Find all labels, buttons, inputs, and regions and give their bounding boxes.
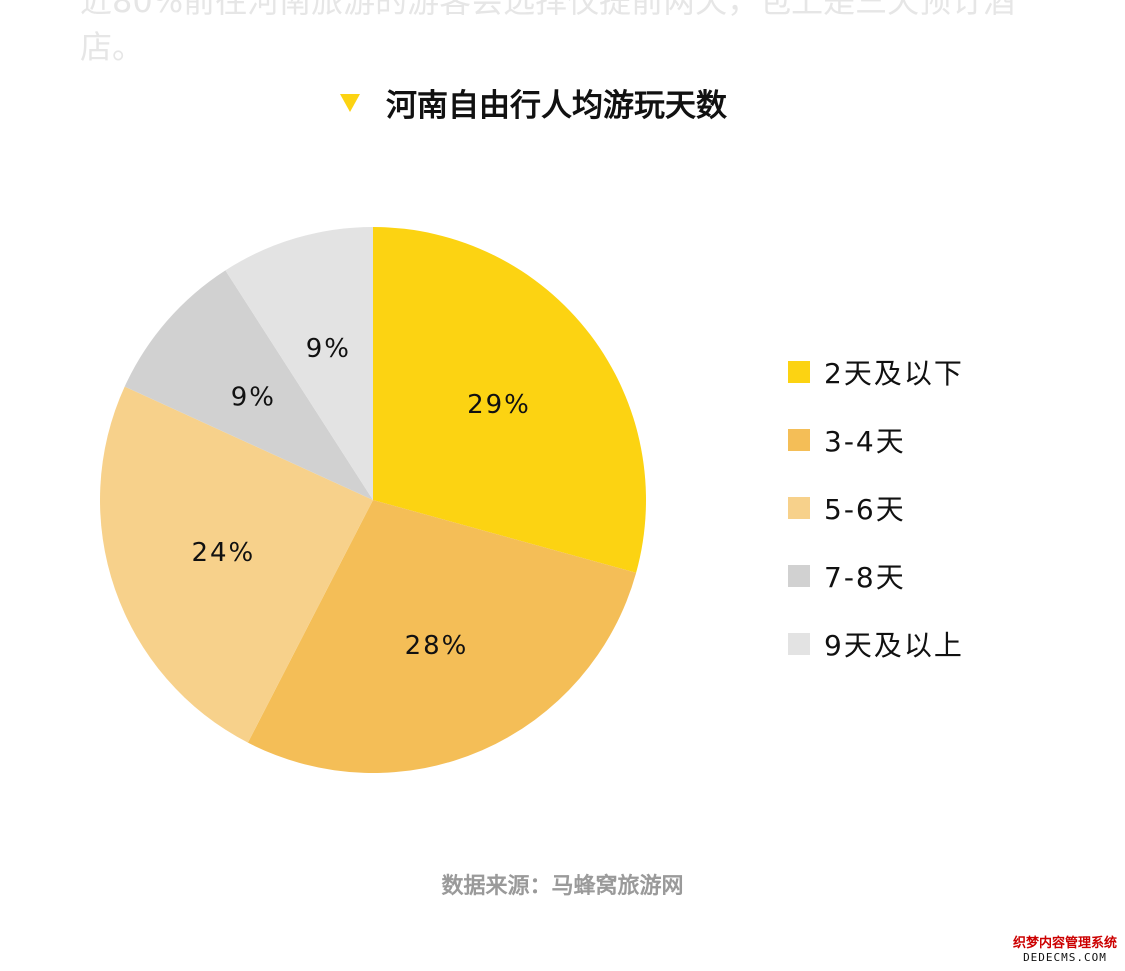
legend-label: 7-8天 [824,561,906,594]
chart-title-row: 河南自由行人均游玩天数 [338,82,727,124]
slice-value-label-5: 9% [306,334,351,364]
pie-slice-5 [225,227,373,500]
slice-value-label-1: 29% [467,390,531,420]
legend-swatch [788,497,810,519]
legend-item-4: 7-8天 [788,542,964,610]
watermark: 织梦内容管理系统 DEDECMS.COM [1013,937,1117,965]
legend-label: 5-6天 [824,493,906,526]
legend-item-2: 3-4天 [788,406,964,474]
legend-item-3: 5-6天 [788,474,964,542]
legend-item-5: 9天及以上 [788,610,964,678]
slice-value-label-3: 24% [191,538,255,568]
legend-label: 9天及以上 [824,629,964,662]
triangle-marker-icon [340,94,360,112]
pie-slice-4 [124,270,373,500]
pie-slice-3 [99,386,374,743]
legend-swatch [788,565,810,587]
chart-title: 河南自由行人均游玩天数 [386,87,727,124]
watermark-line2: DEDECMS.COM [1023,951,1107,964]
data-source-note: 数据来源：马蜂窝旅游网 [441,874,684,899]
legend-swatch [788,361,810,383]
pie-slice-1 [373,227,646,573]
watermark-line1: 织梦内容管理系统 [1012,936,1117,951]
legend-item-1: 2天及以下 [788,338,964,406]
cutoff-paragraph: 近80%前往河南旅游的游客会选择仅提前两天，包上是三天预订酒店。 [80,0,1016,66]
legend-swatch [788,429,810,451]
legend-label: 3-4天 [824,425,906,458]
slice-value-label-2: 28% [405,631,469,661]
chart-legend: 2天及以下 3-4天 5-6天 7-8天 9天及以上 [788,338,964,678]
legend-label: 2天及以下 [824,357,964,390]
slice-value-label-4: 9% [231,382,276,412]
legend-swatch [788,633,810,655]
pie-slice-2 [247,500,637,773]
